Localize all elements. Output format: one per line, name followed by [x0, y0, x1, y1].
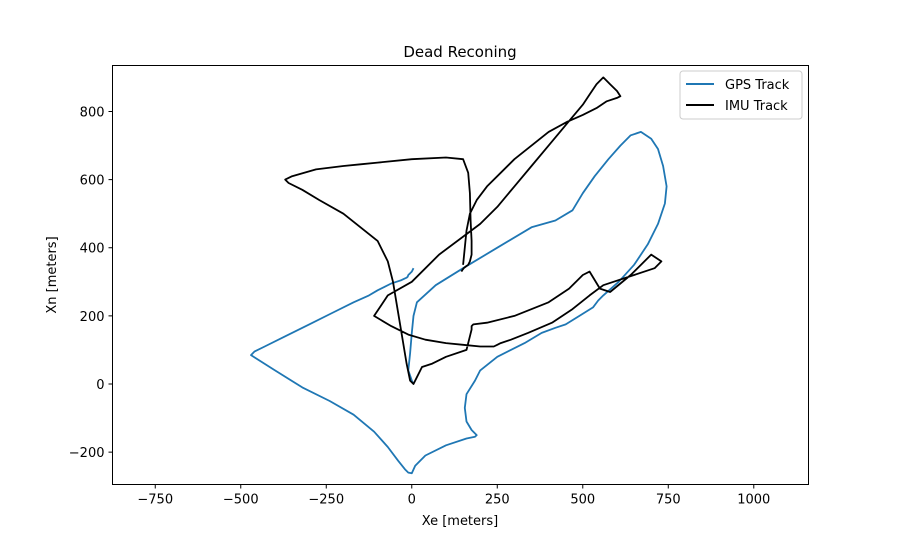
chart-title: Dead Reconing [403, 43, 516, 61]
x-tick-label: −250 [308, 493, 344, 508]
x-tick-label: 1000 [737, 493, 770, 508]
plot-area [250, 76, 668, 475]
series-line-imu-track [284, 76, 663, 385]
y-tick-label: −200 [69, 446, 105, 461]
legend-label-imu: IMU Track [725, 99, 788, 114]
x-tick-label: 250 [485, 493, 510, 508]
y-tick-label: 800 [80, 105, 105, 120]
y-tick-label: 600 [80, 174, 105, 189]
x-tick-label: 750 [656, 493, 681, 508]
x-axis: −750 −500 −250 0 250 500 750 1000 [137, 484, 770, 508]
y-tick-label: 200 [80, 310, 105, 325]
x-axis-label: Xe [meters] [422, 514, 498, 529]
y-axis-label: Xn [meters] [45, 236, 60, 313]
y-axis: −200 0 200 400 600 800 [69, 105, 113, 461]
y-tick-label: 0 [96, 378, 104, 393]
x-tick-label: 500 [570, 493, 595, 508]
series-line-gps-track [250, 131, 668, 475]
plot-frame [112, 65, 809, 485]
x-tick-label: 0 [408, 493, 416, 508]
x-tick-label: −500 [223, 493, 259, 508]
legend-label-gps: GPS Track [725, 78, 790, 93]
legend: GPS Track IMU Track [679, 70, 803, 120]
y-tick-label: 400 [80, 242, 105, 257]
x-tick-label: −750 [137, 493, 173, 508]
